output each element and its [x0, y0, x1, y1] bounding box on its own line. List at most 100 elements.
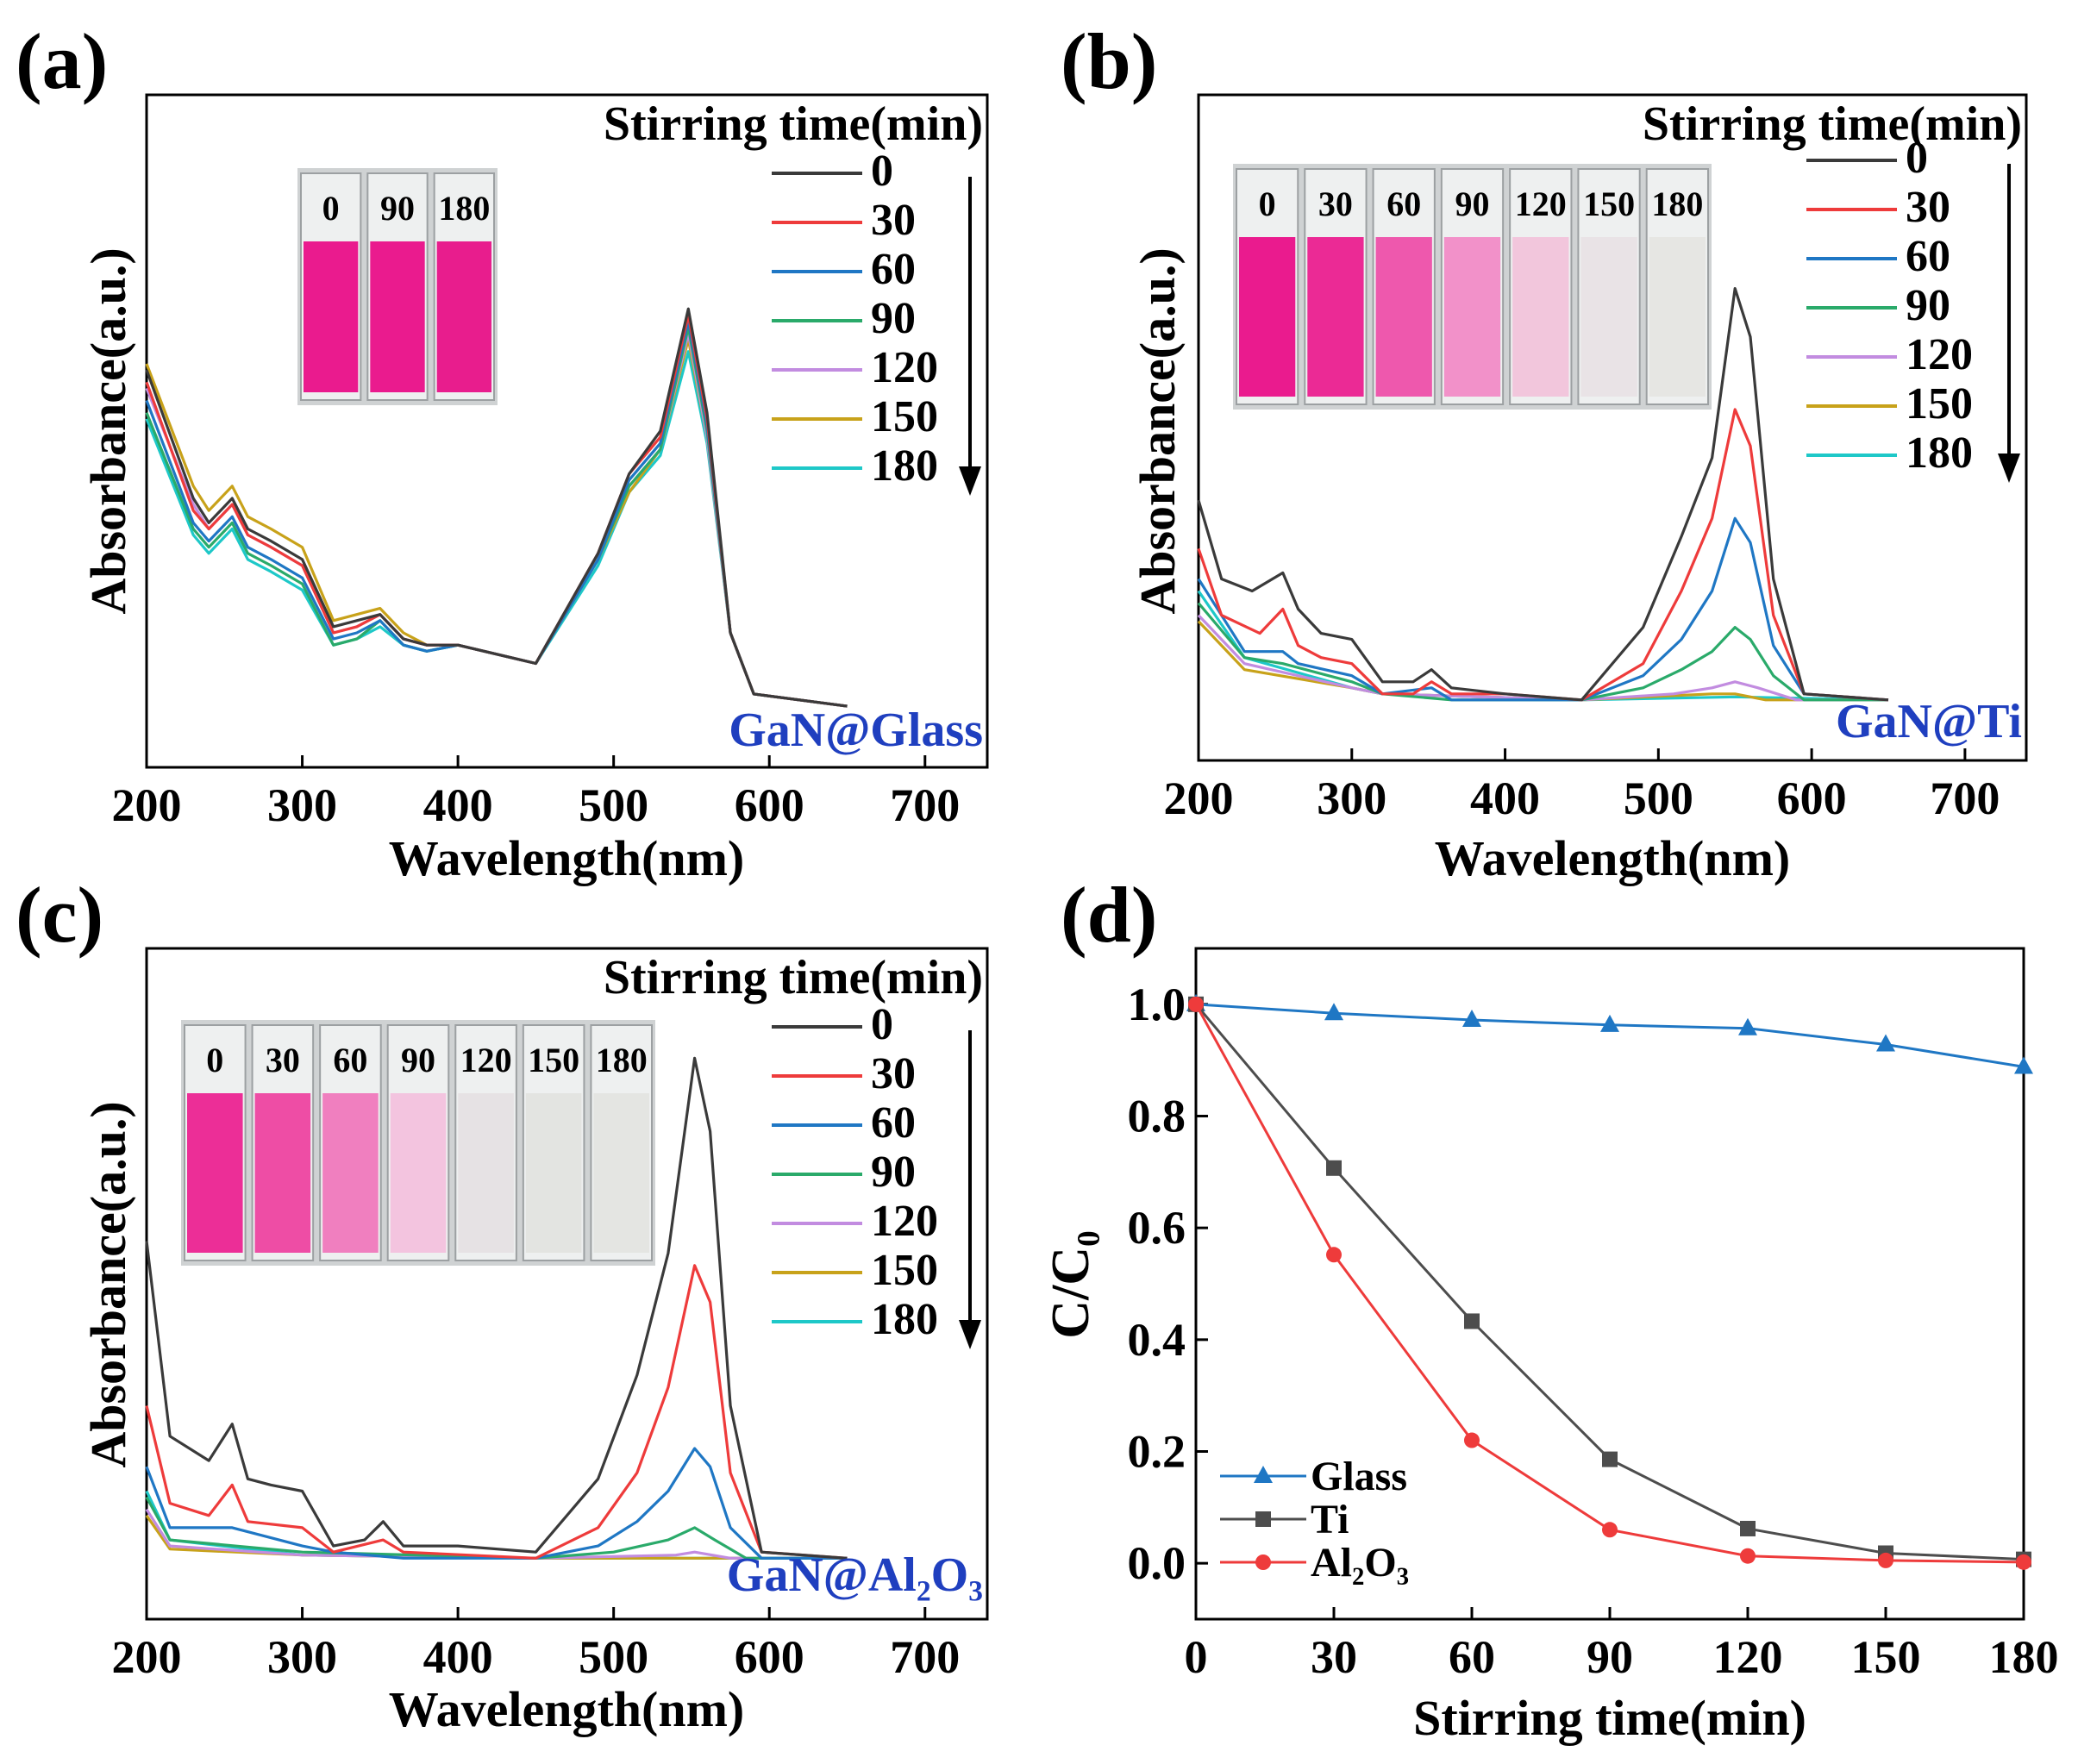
panel-letter: (a) [16, 17, 108, 105]
legend-label: 30 [871, 1049, 916, 1098]
legend-label: 180 [871, 441, 938, 491]
x-tick-label: 500 [1624, 773, 1693, 824]
cuvette-time-label: 180 [596, 1041, 648, 1079]
legend-label: Glass [1311, 1454, 1407, 1499]
cuvette-solution [187, 1093, 243, 1253]
cuvette-solution [1307, 237, 1364, 397]
legend-marker [1255, 1554, 1271, 1570]
data-point [1602, 1451, 1618, 1467]
x-tick-label: 500 [579, 1631, 648, 1683]
data-point [1602, 1522, 1618, 1538]
cuvette-solution [1239, 237, 1296, 397]
panel-letter: (c) [16, 871, 103, 959]
data-point [1464, 1432, 1480, 1448]
data-point [1740, 1548, 1756, 1564]
cuvette-solution [1580, 237, 1637, 397]
x-tick-label: 400 [1470, 773, 1540, 824]
y-tick-label: 0.4 [1128, 1314, 1186, 1366]
cuvette-time-label: 120 [1515, 185, 1567, 223]
panel-b: (b) 200 300 400 500 600 700 Wavelength(nm) Ab… [1061, 17, 2028, 886]
x-axis-ticks: 200 300 400 500 600 700 [1164, 748, 2000, 824]
cuvette-solution [370, 241, 425, 392]
plot-frame [1197, 93, 2028, 762]
time-arrow-head [959, 466, 981, 496]
legend-label: 180 [1906, 428, 1973, 478]
time-arrow-head [1998, 454, 2020, 483]
legend-label: 150 [1906, 379, 1973, 428]
legend-title: Stirring time(min) [604, 97, 983, 151]
plot-frame [145, 947, 989, 1621]
legend-label: 90 [1906, 281, 1950, 330]
x-tick-label: 90 [1587, 1631, 1633, 1683]
x-tick-label: 500 [579, 779, 648, 831]
spectrum-0-min [1197, 287, 1889, 702]
cuvette-time-label: 90 [1455, 185, 1490, 223]
cuvette-photo-inset: 0 90 180 [297, 168, 498, 405]
x-tick-label: 700 [890, 1631, 960, 1683]
legend-marker [1254, 1466, 1273, 1483]
cuvette-solution [525, 1093, 582, 1253]
cuvette-solution [304, 241, 359, 392]
x-tick-label: 400 [423, 1631, 493, 1683]
y-axis-label: C/C₀ [1042, 1230, 1100, 1338]
legend-label: 0 [1906, 134, 1928, 183]
legend-label: Ti [1311, 1497, 1349, 1542]
legend-title: Stirring time(min) [1643, 97, 2022, 151]
axis-ticks: 0 30 60 90 120 150 180 0.0 0.2 0.4 0.6 0.8 1.0 [1128, 979, 2059, 1683]
x-tick-label: 600 [735, 1631, 804, 1683]
x-axis-label: Wavelength(nm) [389, 830, 744, 886]
cuvette-time-label: 180 [438, 189, 490, 228]
x-tick-label: 300 [267, 779, 337, 831]
cuvette-time-label: 90 [380, 189, 415, 228]
legend-marker [1255, 1511, 1271, 1527]
spectra-curves [145, 1056, 848, 1560]
legend-label: 30 [1906, 183, 1950, 232]
spectrum-30-min [145, 1264, 848, 1560]
x-tick-label: 60 [1449, 1631, 1495, 1683]
cuvette-time-label: 60 [1386, 185, 1421, 223]
data-point [1326, 1160, 1342, 1176]
data-point [1738, 1017, 1757, 1035]
spectrum-90-min [145, 1496, 848, 1560]
x-axis-label: Wavelength(nm) [1435, 830, 1790, 886]
y-tick-label: 0.6 [1128, 1202, 1186, 1254]
panel-letter: (b) [1061, 17, 1157, 105]
panel-c: (c) 200 300 400 500 600 700 Wavelength(nm) Ab… [16, 871, 989, 1737]
cuvette-time-label: 150 [1583, 185, 1635, 223]
x-tick-label: 120 [1713, 1631, 1783, 1683]
x-tick-label: 300 [1317, 773, 1386, 824]
plot-frame [145, 93, 989, 769]
legend-label: 90 [871, 1148, 916, 1197]
cuvette-solution [390, 1093, 447, 1253]
data-point [1878, 1552, 1893, 1568]
y-axis-label: Absorbance(a.u.) [80, 247, 136, 614]
cuvette-time-label: 0 [1259, 185, 1276, 223]
y-axis-label: Absorbance(a.u.) [80, 1101, 136, 1467]
data-point [1600, 1014, 1619, 1032]
x-axis-label: Wavelength(nm) [389, 1681, 744, 1737]
legend-title: Stirring time(min) [604, 951, 983, 1004]
legend-label: 0 [871, 147, 893, 196]
cuvette-solution [436, 241, 491, 392]
x-tick-label: 200 [112, 779, 182, 831]
x-axis-ticks: 200 300 400 500 600 700 [112, 1607, 960, 1683]
x-tick-label: 200 [1164, 773, 1234, 824]
x-tick-label: 150 [1851, 1631, 1921, 1683]
x-tick-label: 180 [1989, 1631, 2059, 1683]
series-line-Glass [1195, 1003, 2025, 1068]
data-point [1326, 1247, 1342, 1263]
legend-label: 120 [871, 343, 938, 392]
cuvette-time-label: 180 [1651, 185, 1703, 223]
x-tick-label: 700 [890, 779, 960, 831]
y-tick-label: 0.2 [1128, 1426, 1186, 1478]
cuvette-time-label: 150 [528, 1041, 579, 1079]
spectrum-90-min [1197, 602, 1888, 702]
kinetic-curves [1186, 993, 2033, 1570]
cuvette-photo-inset: 0 30 60 90 120 150 180 [1233, 164, 1712, 410]
cuvette-time-label: 90 [401, 1041, 435, 1079]
sample-label: GaN@Al₂O₃ [727, 1548, 983, 1602]
